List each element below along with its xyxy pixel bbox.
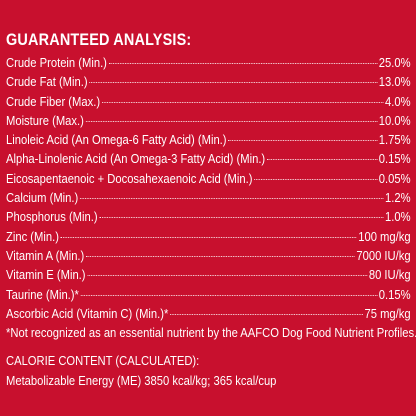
title: GUARANTEED ANALYSIS: [6,30,192,49]
nutrient-row: Moisture (Max.) 10.0% [6,111,411,130]
leader-dots [79,198,384,200]
nutrient-name: Crude Fiber (Max.) [6,93,101,109]
calorie-heading: CALORIE CONTENT (CALCULATED): [6,353,200,369]
nutrient-value: 1.75% [378,132,411,148]
nutrient-name: Zinc (Min.) [6,228,59,244]
footnote: *Not recognized as an essential nutrient… [6,325,416,341]
nutrient-value: 75 mg/kg [364,305,411,321]
leader-dots [87,275,368,277]
nutrient-value: 0.05% [378,170,411,186]
nutrient-name: Vitamin E (Min.) [6,267,86,283]
nutrient-row: Taurine (Min.)* 0.15% [6,285,411,304]
nutrient-value: 0.15% [378,286,411,302]
nutrient-value: 80 IU/kg [368,267,411,283]
nutrient-row: Eicosapentaenoic + Docosahexaenoic Acid … [6,169,411,188]
nutrient-name: Moisture (Max.) [6,112,84,128]
nutrient-row: Alpha-Linolenic Acid (An Omega-3 Fatty A… [6,149,411,168]
leader-dots [228,140,378,142]
leader-dots [60,236,357,238]
nutrient-value: 1.2% [385,190,411,206]
leader-dots [108,63,378,64]
nutrient-name: Alpha-Linolenic Acid (An Omega-3 Fatty A… [6,151,266,167]
nutrient-row: Crude Fat (Min.) 13.0% [6,72,411,91]
nutrient-value: 13.0% [378,74,411,90]
nutrient-row: Vitamin A (Min.) 7000 IU/kg [6,246,411,265]
nutrient-value: 0.15% [378,151,411,167]
leader-dots [266,159,378,161]
nutrient-name: Linoleic Acid (An Omega-6 Fatty Acid) (M… [6,132,227,148]
calorie-text: Metabolizable Energy (ME) 3850 kcal/kg; … [6,372,277,388]
nutrient-name: Vitamin A (Min.) [6,247,85,263]
nutrient-row: Ascorbic Acid (Vitamin C) (Min.)* 75 mg/k… [6,304,411,323]
nutrient-name: Phosphorus (Min.) [6,209,98,225]
nutrient-value: 1.0% [385,209,411,225]
nutrient-name: Calcium (Min.) [6,190,79,206]
nutrient-name: Crude Protein (Min.) [6,55,107,70]
leader-dots [85,120,378,122]
nutrient-row: Crude Fiber (Max.) 4.0% [6,92,411,111]
nutrient-value: 100 mg/kg [358,228,411,244]
nutrient-row: Linoleic Acid (An Omega-6 Fatty Acid) (M… [6,130,411,149]
nutrient-value: 10.0% [378,112,411,128]
leader-dots [101,101,384,103]
leader-dots [80,294,378,296]
leader-dots [254,178,378,180]
nutrient-name: Crude Fat (Min.) [6,74,88,90]
nutrient-row: Zinc (Min.) 100 mg/kg [6,227,411,246]
nutrient-row: Calcium (Min.) 1.2% [6,188,411,207]
nutrient-name: Eicosapentaenoic + Docosahexaenoic Acid … [6,170,253,186]
nutrient-row: Vitamin E (Min.) 80 IU/kg [6,265,411,284]
leader-dots [99,217,384,219]
nutrient-value: 7000 IU/kg [356,247,411,263]
leader-dots [85,255,355,257]
leader-dots [89,82,378,84]
nutrient-row: Crude Protein (Min.) 25.0% [6,53,411,72]
nutrient-value: 4.0% [385,93,411,109]
leader-dots [170,313,363,315]
nutrient-value: 25.0% [378,55,411,70]
analysis: GUARANTEED ANALYSIS: Crude Protein (Min.… [6,27,416,390]
nutrient-name: Ascorbic Acid (Vitamin C) (Min.)* [6,305,169,321]
nutrient-name: Taurine (Min.)* [6,286,79,302]
rows: Crude Protein (Min.) 25.0% Crude Fat (Min.… [6,53,411,323]
nutrient-row: Phosphorus (Min.) 1.0% [6,207,411,226]
